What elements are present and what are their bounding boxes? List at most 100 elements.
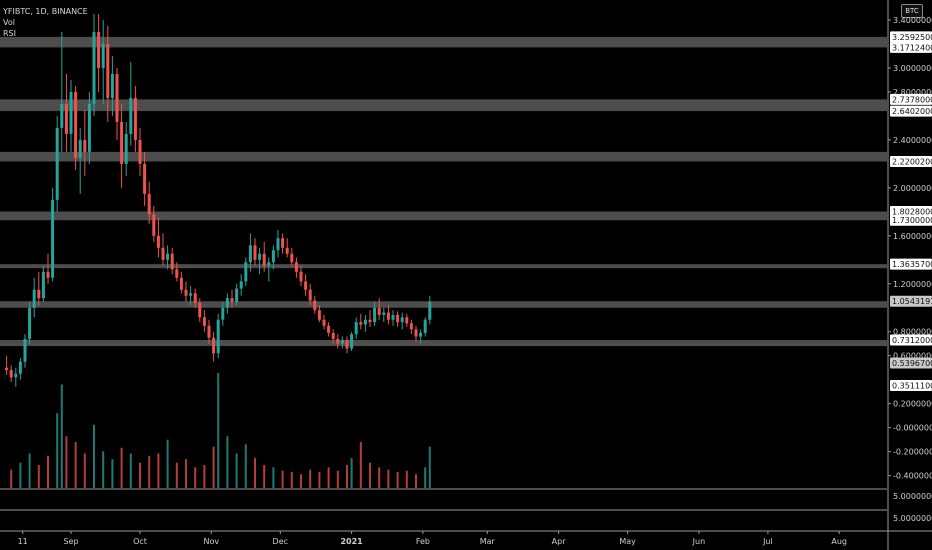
volume-bar xyxy=(415,474,417,488)
candle-body xyxy=(276,238,280,251)
candle-body xyxy=(133,97,137,140)
price-tick-label: 1.60000000 xyxy=(893,232,932,241)
candle-body xyxy=(207,325,211,338)
volume-bar xyxy=(290,471,293,488)
candle-body xyxy=(152,214,156,236)
time-tick-label: Jul xyxy=(762,537,773,546)
candle-body xyxy=(354,322,358,335)
price-tick-label: 0.80000000 xyxy=(893,328,932,337)
price-level-box xyxy=(890,380,932,392)
candle-body xyxy=(106,43,110,98)
candle-body xyxy=(92,31,96,104)
volume-bar xyxy=(300,474,302,488)
volume-bar xyxy=(10,469,13,488)
candle-body xyxy=(161,247,165,260)
volume-bar xyxy=(244,444,247,488)
price-tick-label: -0.00000000 xyxy=(893,424,932,433)
candle-body xyxy=(55,127,59,200)
time-tick-label: Jun xyxy=(692,537,706,546)
candle-body xyxy=(179,277,183,290)
candle-body xyxy=(331,332,335,339)
price-level-label: 1.80280000 xyxy=(892,207,932,216)
candle-body xyxy=(345,340,349,349)
volume-bar xyxy=(235,453,238,488)
volume-bar xyxy=(129,453,132,488)
volume-bar xyxy=(226,436,229,488)
candle-body xyxy=(23,338,27,362)
candle-body xyxy=(414,329,418,337)
price-level-box xyxy=(890,357,932,369)
time-axis[interactable]: 11 Sep Oct Nov Dec 2021 Feb Mar Apr May Jun Jul Aug xyxy=(18,531,847,546)
price-tick-label: 2.00000000 xyxy=(893,184,932,193)
volume-bar xyxy=(56,413,59,488)
price-level-label: 1.36357000 xyxy=(892,260,932,269)
price-level-label: 2.64020000 xyxy=(892,107,932,116)
candle-body xyxy=(419,332,423,337)
candle-body xyxy=(115,73,119,122)
symbol-title[interactable]: YFIBTC, 1D, BINANCE xyxy=(3,7,88,16)
volume-bar xyxy=(217,373,220,488)
zone-band-3 xyxy=(0,211,887,221)
candle-body xyxy=(175,269,179,278)
volume-bar xyxy=(203,465,206,488)
time-tick-label: Dec xyxy=(273,537,288,546)
candle-body xyxy=(216,319,220,354)
candle-body xyxy=(120,121,124,164)
chart-legend: YFIBTC, 1D, BINANCE Vol RSI xyxy=(3,6,88,39)
candle-body xyxy=(69,91,73,134)
candle-body xyxy=(285,247,289,254)
volume-bar xyxy=(263,465,266,488)
candle-body xyxy=(51,199,55,278)
volume-bar xyxy=(28,453,31,488)
candle-body xyxy=(409,323,413,330)
candle-body xyxy=(262,253,266,266)
currency-badge[interactable]: BTC xyxy=(901,4,923,18)
candle-body xyxy=(64,103,68,134)
candle-body xyxy=(258,253,262,260)
volume-bar xyxy=(318,471,321,488)
price-tick-label: 3.40000000 xyxy=(893,16,932,25)
price-tick-label: 2.80000000 xyxy=(893,88,932,97)
volume-bar xyxy=(327,467,330,488)
candle-body xyxy=(221,307,225,320)
rsi-tick-label: 5.00000000 xyxy=(893,514,932,523)
price-tick-label: 0.60000000 xyxy=(893,352,932,361)
candle-body xyxy=(336,338,340,344)
candlesticks xyxy=(5,14,432,387)
rsi-tick-label: 5.00000000 xyxy=(893,492,932,501)
price-axis[interactable]: 3.40000000 3.00000000 2.80000000 2.40000000… xyxy=(888,16,932,523)
volume-bar xyxy=(102,451,105,488)
price-level-label: 0.73120000 xyxy=(892,336,932,345)
candle-body xyxy=(83,139,87,152)
price-level-box xyxy=(890,105,932,117)
volume-bar xyxy=(120,447,123,488)
volume-indicator-label[interactable]: Vol xyxy=(3,18,15,27)
candle-body xyxy=(299,271,303,282)
candle-body xyxy=(46,271,50,278)
time-tick-label: Aug xyxy=(831,537,847,546)
volume-bar xyxy=(346,465,348,488)
candle-body xyxy=(368,319,372,323)
candle-body xyxy=(363,319,367,325)
volume-bar xyxy=(139,462,141,488)
candle-body xyxy=(317,310,321,320)
candle-body xyxy=(396,314,400,323)
zone-band-2 xyxy=(0,151,887,162)
rsi-indicator-label[interactable]: RSI xyxy=(3,29,16,38)
price-level-label: 3.25925000 xyxy=(892,33,932,42)
candle-body xyxy=(212,337,216,354)
price-level-label: 3.17124000 xyxy=(892,43,932,52)
candle-body xyxy=(253,245,257,260)
candle-body xyxy=(359,322,363,325)
candle-body xyxy=(225,298,229,308)
candle-body xyxy=(230,298,234,302)
volume-bar xyxy=(309,469,312,488)
price-level-box xyxy=(890,31,932,43)
candle-body xyxy=(37,289,41,299)
candle-body xyxy=(138,139,142,164)
price-level-label: 1.73000000 xyxy=(892,216,932,225)
candle-body xyxy=(14,373,18,378)
volume-bar xyxy=(359,442,362,488)
candle-body xyxy=(322,319,326,326)
